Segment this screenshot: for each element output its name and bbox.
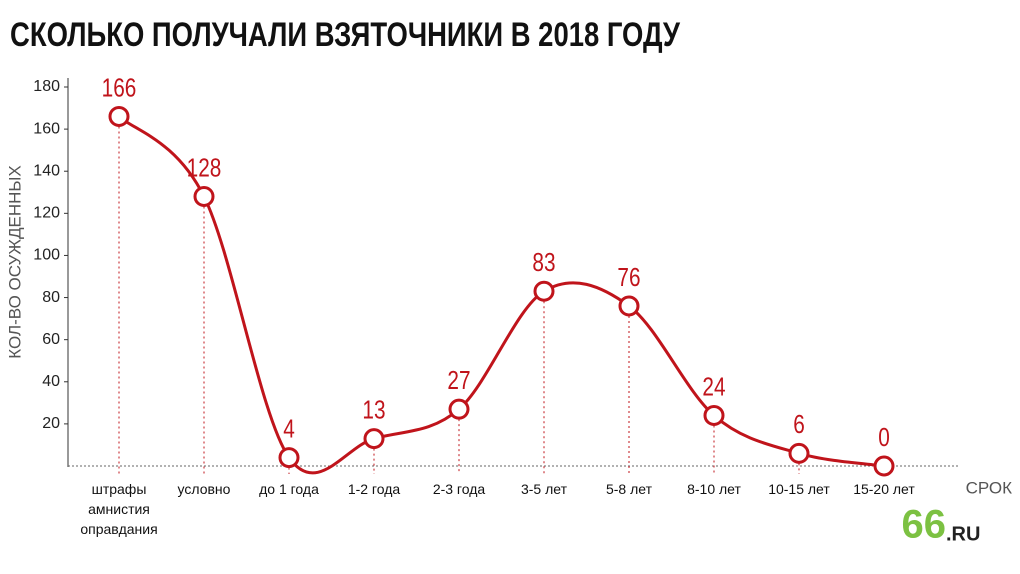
y-tick-label: 20	[42, 415, 60, 432]
x-tick-label: 15-20 лет	[853, 481, 915, 497]
y-tick-label: 100	[33, 247, 60, 264]
point	[193, 185, 215, 207]
y-tick-label: 60	[42, 331, 60, 348]
x-tick-label: до 1 года	[259, 481, 319, 497]
y-tick-label: 160	[33, 120, 60, 137]
x-tick-label: 10-15 лет	[768, 481, 830, 497]
x-tick-label: 1-2 года	[347, 481, 401, 497]
logo-number: 66	[902, 503, 947, 547]
x-tick-label: условно	[177, 481, 231, 497]
value-label: 166	[102, 73, 137, 102]
point	[618, 295, 640, 317]
value-label: 128	[187, 153, 222, 182]
x-axis-label: СРОК	[966, 478, 1012, 497]
y-tick-label: 120	[33, 205, 60, 222]
point	[363, 428, 385, 450]
value-label: 4	[283, 414, 295, 443]
point	[788, 442, 810, 464]
line	[117, 115, 885, 475]
point	[533, 280, 555, 302]
point	[703, 404, 725, 426]
y-axis-label: КОЛ-ВО ОСУЖДЕННЫХ	[5, 165, 24, 359]
x-tick-label: 2-3 года	[432, 481, 486, 497]
y-tick-label: 40	[42, 373, 60, 390]
y-tick-label: 180	[33, 78, 60, 95]
chart-title: СКОЛЬКО ПОЛУЧАЛИ ВЗЯТОЧНИКИ В 2018 ГОДУ	[10, 16, 681, 54]
value-label: 76	[617, 263, 640, 292]
value-label: 27	[447, 366, 470, 395]
value-label: 6	[793, 410, 805, 439]
x-tick-label: 5-8 лет	[605, 481, 653, 497]
logo-domain: .RU	[946, 523, 980, 545]
value-label: 83	[532, 248, 555, 277]
x-tick-label: 8-10 лет	[687, 481, 741, 497]
x-tick-label: 3-5 лет	[520, 481, 568, 497]
point	[873, 455, 895, 477]
value-label: 0	[878, 423, 890, 452]
x-tick-label: штрафы амнистия оправдания	[80, 481, 158, 537]
y-tick-label: 80	[42, 289, 60, 306]
value-label: 24	[702, 372, 725, 401]
point	[448, 398, 470, 420]
point	[278, 447, 300, 469]
y-tick-label: 140	[33, 162, 60, 179]
value-label: 13	[362, 395, 385, 424]
point	[108, 105, 130, 127]
